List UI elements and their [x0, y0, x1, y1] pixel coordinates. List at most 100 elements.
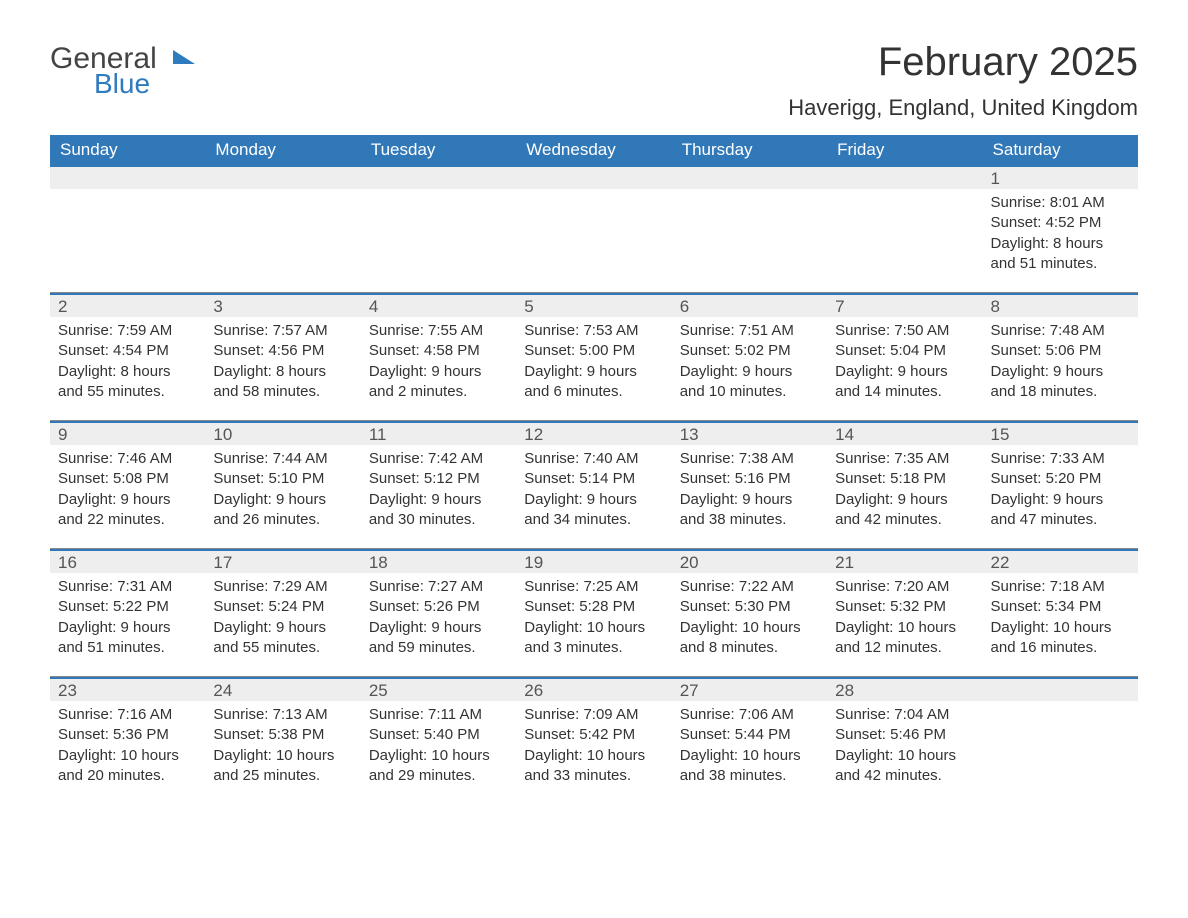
- daylight-text: Daylight: 9 hours and 51 minutes.: [58, 618, 197, 659]
- daylight-text: Daylight: 8 hours and 58 minutes.: [213, 362, 352, 403]
- day-content-cell: Sunrise: 7:06 AMSunset: 5:44 PMDaylight:…: [672, 701, 827, 804]
- calendar-body: 1Sunrise: 8:01 AMSunset: 4:52 PMDaylight…: [50, 166, 1138, 804]
- day-number-cell: 11: [361, 422, 516, 445]
- sunset-text: Sunset: 5:28 PM: [524, 597, 663, 617]
- calendar-table: SundayMondayTuesdayWednesdayThursdayFrid…: [50, 135, 1138, 804]
- day-number-cell: 9: [50, 422, 205, 445]
- sunrise-text: Sunrise: 7:31 AM: [58, 577, 197, 597]
- daylight-text: Daylight: 8 hours and 51 minutes.: [991, 234, 1130, 275]
- daylight-text: Daylight: 9 hours and 10 minutes.: [680, 362, 819, 403]
- day-header: Friday: [827, 135, 982, 166]
- sunrise-text: Sunrise: 7:40 AM: [524, 449, 663, 469]
- day-number-cell: 2: [50, 294, 205, 317]
- sunrise-text: Sunrise: 7:16 AM: [58, 705, 197, 725]
- sunset-text: Sunset: 5:32 PM: [835, 597, 974, 617]
- day-content-cell: Sunrise: 7:27 AMSunset: 5:26 PMDaylight:…: [361, 573, 516, 677]
- day-number-cell: 23: [50, 678, 205, 701]
- logo-text-2: Blue: [94, 70, 195, 98]
- day-number-cell: 22: [983, 550, 1138, 573]
- logo-flag-icon: [167, 44, 195, 74]
- day-content-cell: Sunrise: 7:42 AMSunset: 5:12 PMDaylight:…: [361, 445, 516, 549]
- day-header: Wednesday: [516, 135, 671, 166]
- day-content-row: Sunrise: 7:46 AMSunset: 5:08 PMDaylight:…: [50, 445, 1138, 549]
- day-content-row: Sunrise: 7:31 AMSunset: 5:22 PMDaylight:…: [50, 573, 1138, 677]
- day-content-cell: Sunrise: 7:57 AMSunset: 4:56 PMDaylight:…: [205, 317, 360, 421]
- day-number-row: 232425262728: [50, 678, 1138, 701]
- daylight-text: Daylight: 9 hours and 22 minutes.: [58, 490, 197, 531]
- day-content-cell: Sunrise: 7:51 AMSunset: 5:02 PMDaylight:…: [672, 317, 827, 421]
- day-number-cell: [983, 678, 1138, 701]
- sunrise-text: Sunrise: 7:18 AM: [991, 577, 1130, 597]
- sunrise-text: Sunrise: 7:57 AM: [213, 321, 352, 341]
- day-number-cell: 17: [205, 550, 360, 573]
- sunset-text: Sunset: 5:08 PM: [58, 469, 197, 489]
- day-content-cell: [205, 189, 360, 293]
- sunset-text: Sunset: 5:36 PM: [58, 725, 197, 745]
- daylight-text: Daylight: 9 hours and 18 minutes.: [991, 362, 1130, 403]
- sunrise-text: Sunrise: 7:38 AM: [680, 449, 819, 469]
- day-number-cell: 24: [205, 678, 360, 701]
- daylight-text: Daylight: 9 hours and 30 minutes.: [369, 490, 508, 531]
- day-content-cell: Sunrise: 7:50 AMSunset: 5:04 PMDaylight:…: [827, 317, 982, 421]
- daylight-text: Daylight: 9 hours and 42 minutes.: [835, 490, 974, 531]
- day-number-cell: 19: [516, 550, 671, 573]
- daylight-text: Daylight: 10 hours and 33 minutes.: [524, 746, 663, 787]
- sunrise-text: Sunrise: 7:04 AM: [835, 705, 974, 725]
- daylight-text: Daylight: 10 hours and 16 minutes.: [991, 618, 1130, 659]
- sunrise-text: Sunrise: 7:55 AM: [369, 321, 508, 341]
- month-title: February 2025: [788, 40, 1138, 85]
- day-number-cell: 27: [672, 678, 827, 701]
- daylight-text: Daylight: 9 hours and 34 minutes.: [524, 490, 663, 531]
- sunset-text: Sunset: 5:04 PM: [835, 341, 974, 361]
- sunset-text: Sunset: 4:56 PM: [213, 341, 352, 361]
- day-number-cell: 1: [983, 166, 1138, 189]
- day-content-cell: Sunrise: 7:35 AMSunset: 5:18 PMDaylight:…: [827, 445, 982, 549]
- day-content-cell: Sunrise: 7:53 AMSunset: 5:00 PMDaylight:…: [516, 317, 671, 421]
- sunrise-text: Sunrise: 7:27 AM: [369, 577, 508, 597]
- sunrise-text: Sunrise: 7:44 AM: [213, 449, 352, 469]
- day-number-cell: 6: [672, 294, 827, 317]
- sunset-text: Sunset: 5:14 PM: [524, 469, 663, 489]
- day-header: Sunday: [50, 135, 205, 166]
- sunset-text: Sunset: 5:46 PM: [835, 725, 974, 745]
- daylight-text: Daylight: 10 hours and 20 minutes.: [58, 746, 197, 787]
- sunset-text: Sunset: 5:42 PM: [524, 725, 663, 745]
- sunset-text: Sunset: 5:20 PM: [991, 469, 1130, 489]
- daylight-text: Daylight: 10 hours and 29 minutes.: [369, 746, 508, 787]
- sunrise-text: Sunrise: 7:46 AM: [58, 449, 197, 469]
- day-number-row: 1: [50, 166, 1138, 189]
- sunset-text: Sunset: 5:12 PM: [369, 469, 508, 489]
- day-number-cell: [827, 166, 982, 189]
- daylight-text: Daylight: 9 hours and 55 minutes.: [213, 618, 352, 659]
- daylight-text: Daylight: 9 hours and 2 minutes.: [369, 362, 508, 403]
- daylight-text: Daylight: 10 hours and 12 minutes.: [835, 618, 974, 659]
- day-header-row: SundayMondayTuesdayWednesdayThursdayFrid…: [50, 135, 1138, 166]
- daylight-text: Daylight: 9 hours and 14 minutes.: [835, 362, 974, 403]
- logo: General Blue: [50, 40, 195, 98]
- day-content-cell: [983, 701, 1138, 804]
- day-content-cell: Sunrise: 7:11 AMSunset: 5:40 PMDaylight:…: [361, 701, 516, 804]
- day-content-cell: [672, 189, 827, 293]
- day-content-cell: Sunrise: 7:13 AMSunset: 5:38 PMDaylight:…: [205, 701, 360, 804]
- day-number-row: 2345678: [50, 294, 1138, 317]
- sunrise-text: Sunrise: 7:51 AM: [680, 321, 819, 341]
- day-number-cell: 26: [516, 678, 671, 701]
- sunset-text: Sunset: 5:06 PM: [991, 341, 1130, 361]
- day-content-cell: [50, 189, 205, 293]
- sunrise-text: Sunrise: 7:09 AM: [524, 705, 663, 725]
- day-number-cell: 7: [827, 294, 982, 317]
- daylight-text: Daylight: 9 hours and 59 minutes.: [369, 618, 508, 659]
- day-content-cell: Sunrise: 7:25 AMSunset: 5:28 PMDaylight:…: [516, 573, 671, 677]
- sunrise-text: Sunrise: 7:25 AM: [524, 577, 663, 597]
- sunset-text: Sunset: 5:38 PM: [213, 725, 352, 745]
- daylight-text: Daylight: 10 hours and 8 minutes.: [680, 618, 819, 659]
- day-content-row: Sunrise: 7:16 AMSunset: 5:36 PMDaylight:…: [50, 701, 1138, 804]
- day-number-cell: 20: [672, 550, 827, 573]
- daylight-text: Daylight: 10 hours and 3 minutes.: [524, 618, 663, 659]
- day-content-cell: Sunrise: 7:59 AMSunset: 4:54 PMDaylight:…: [50, 317, 205, 421]
- daylight-text: Daylight: 8 hours and 55 minutes.: [58, 362, 197, 403]
- day-content-cell: Sunrise: 7:44 AMSunset: 5:10 PMDaylight:…: [205, 445, 360, 549]
- sunset-text: Sunset: 5:30 PM: [680, 597, 819, 617]
- day-content-cell: Sunrise: 7:38 AMSunset: 5:16 PMDaylight:…: [672, 445, 827, 549]
- sunset-text: Sunset: 5:44 PM: [680, 725, 819, 745]
